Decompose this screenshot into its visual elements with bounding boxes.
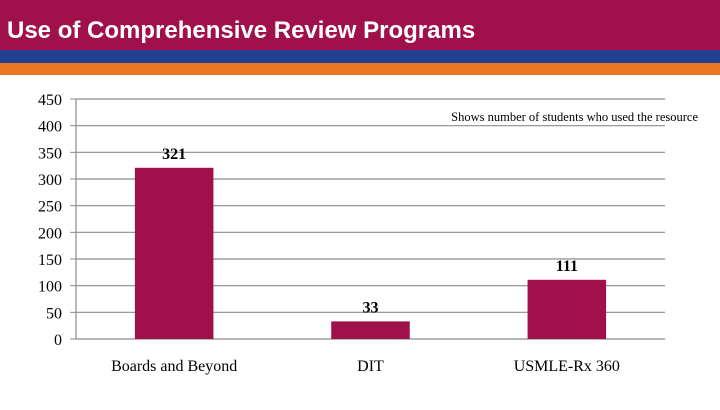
y-tick-label: 400 bbox=[38, 119, 62, 136]
title-bar: Use of Comprehensive Review Programs bbox=[0, 0, 720, 50]
y-tick-label: 300 bbox=[38, 172, 62, 189]
chart-annotation: Shows number of students who used the re… bbox=[451, 110, 698, 124]
x-tick-label: DIT bbox=[357, 358, 384, 375]
x-tick-label: USMLE-Rx 360 bbox=[514, 358, 620, 375]
data-label: 321 bbox=[162, 146, 186, 163]
page-title: Use of Comprehensive Review Programs bbox=[7, 17, 476, 44]
y-tick-label: 0 bbox=[54, 332, 62, 349]
chart-svg: 0 50 100 150 200 250 300 350 400 450 321 Boards and… bbox=[38, 92, 698, 375]
y-tick-label: 150 bbox=[38, 252, 62, 269]
data-label: 33 bbox=[363, 299, 379, 316]
y-tick-label: 350 bbox=[38, 145, 62, 162]
y-tick-label: 200 bbox=[38, 225, 62, 242]
orange-stripe bbox=[0, 63, 720, 75]
y-tick-label: 100 bbox=[38, 279, 62, 296]
bar bbox=[527, 279, 607, 339]
y-tick-label: 250 bbox=[38, 199, 62, 216]
y-tick-label: 50 bbox=[46, 305, 62, 322]
bar bbox=[134, 167, 214, 339]
y-tick-label: 450 bbox=[38, 92, 62, 109]
bar bbox=[331, 321, 410, 339]
blue-stripe bbox=[0, 50, 720, 63]
bar-chart: 0 50 100 150 200 250 300 350 400 450 321 Boards and… bbox=[0, 75, 720, 405]
x-tick-label: Boards and Beyond bbox=[111, 358, 237, 375]
data-label: 111 bbox=[556, 258, 578, 275]
